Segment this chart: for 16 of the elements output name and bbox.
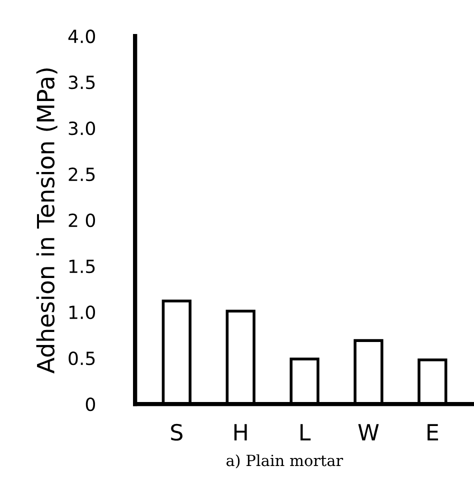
y-tick-label: 3.5: [68, 76, 95, 90]
y-tick-label: 0.5: [68, 352, 95, 366]
y-axis-title: Adhesion in Tension (MPa): [36, 68, 58, 374]
x-tick-label: H: [234, 424, 247, 440]
x-tick-label: W: [358, 424, 379, 440]
x-tick-label: L: [300, 424, 311, 440]
x-tick-label: S: [171, 424, 182, 441]
y-tick-label: 2 0: [68, 214, 96, 228]
y-tick-label: 1.0: [69, 306, 96, 320]
text: a) Plain mortar: [226, 454, 344, 468]
y-tick-label: 4.0: [68, 30, 96, 44]
x-tick-label: E: [428, 424, 438, 440]
y-tick-label: 0: [86, 398, 95, 412]
y-tick-label: 1.5: [69, 260, 95, 274]
y-tick-label: 2.5: [68, 168, 95, 182]
y-tick-label: 3.0: [68, 122, 96, 136]
